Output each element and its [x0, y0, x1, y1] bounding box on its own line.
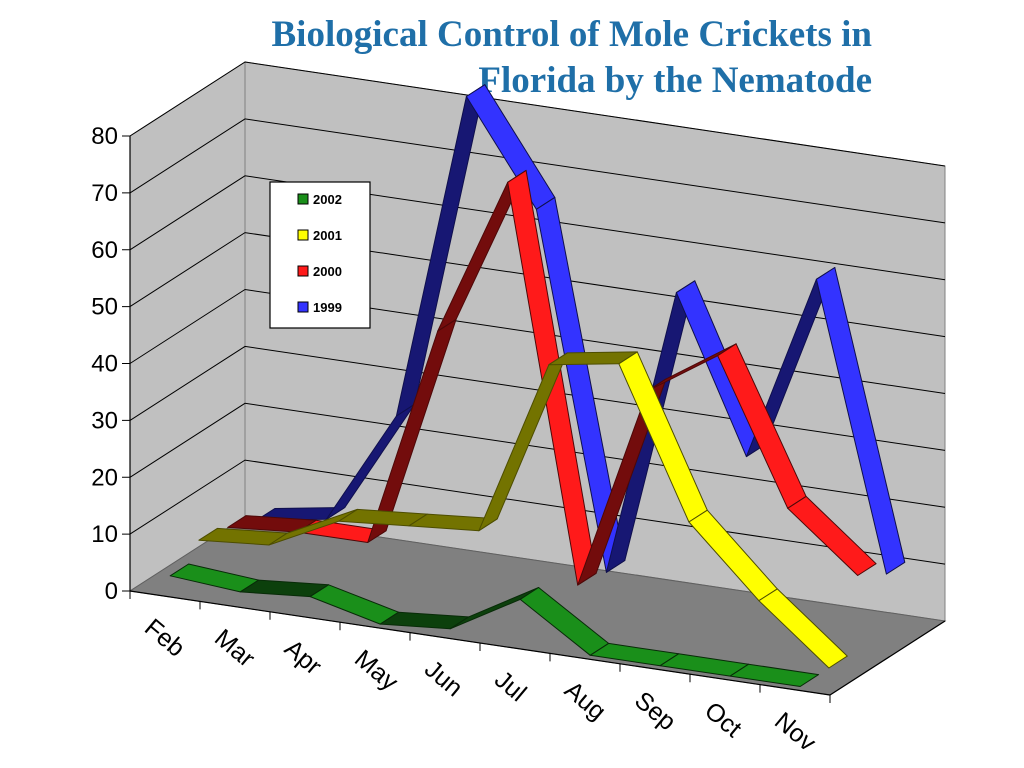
ribbon-segment-2000 — [787, 495, 877, 576]
y-tick-label: 10 — [91, 521, 118, 548]
y-tick-label: 0 — [105, 578, 118, 605]
y-tick-label: 40 — [91, 351, 118, 378]
gridline — [129, 345, 946, 451]
gridline — [129, 175, 946, 281]
ribbon-segment-2001 — [758, 588, 848, 669]
chart-title: Biological Control of Mole Crickets in F… — [52, 12, 873, 104]
legend-label-2001: 2001 — [313, 228, 342, 243]
x-tick-label: Jul — [489, 665, 531, 707]
legend-label-2000: 2000 — [313, 264, 342, 279]
legend-swatch-2002 — [297, 193, 309, 205]
y-tick-label: 80 — [91, 123, 118, 150]
ribbon-segment-1999 — [815, 267, 906, 575]
gridline — [129, 118, 946, 224]
x-tick-label: Nov — [769, 707, 821, 757]
legend-swatch-1999 — [297, 301, 309, 313]
x-tick-label: Feb — [139, 613, 190, 662]
x-tick-label: Aug — [559, 676, 611, 726]
legend-label-1999: 1999 — [313, 300, 342, 315]
y-tick-label: 20 — [91, 464, 118, 491]
x-tick-label: Mar — [209, 624, 260, 673]
y-tick-label: 50 — [91, 294, 118, 321]
y-tick-label: 60 — [91, 237, 118, 264]
x-tick-label: Sep — [629, 686, 681, 736]
legend-swatch-2001 — [297, 229, 309, 241]
x-tick-label: May — [349, 645, 404, 697]
y-tick-label: 30 — [91, 407, 118, 434]
x-tick-label: Oct — [699, 697, 747, 743]
chart-title-line-2: Florida by the Nematode — [478, 60, 872, 101]
legend-label-2002: 2002 — [313, 192, 342, 207]
gridline — [129, 61, 946, 167]
chart-title-line-1: Biological Control of Mole Crickets in — [271, 14, 873, 55]
ribbon-segment-2002 — [729, 663, 820, 687]
y-tick-label: 70 — [91, 180, 118, 207]
legend-swatch-2000 — [297, 265, 309, 277]
depth-axis-line — [829, 620, 946, 696]
gridline — [129, 402, 946, 508]
gridline — [129, 232, 946, 338]
x-tick-label: Apr — [279, 634, 327, 680]
x-tick-label: Jun — [419, 655, 468, 702]
legend — [269, 181, 371, 329]
